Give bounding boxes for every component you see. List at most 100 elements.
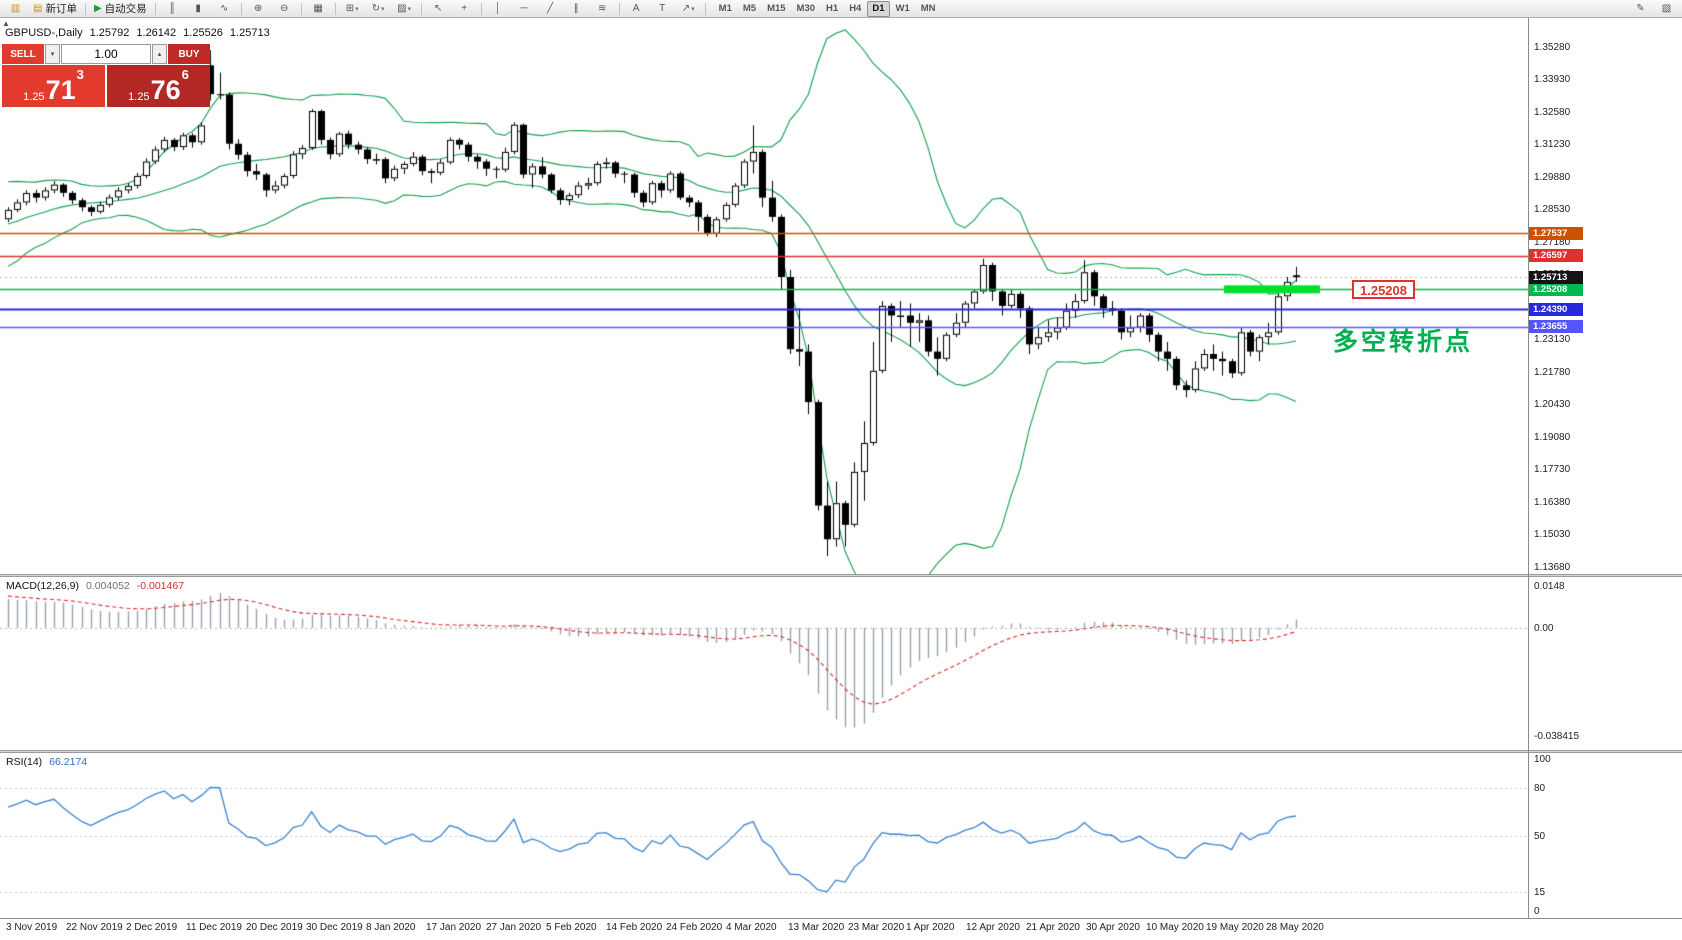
date-label: 30 Apr 2020 [1086, 922, 1140, 933]
price-scale-label: 1.33930 [1534, 74, 1571, 86]
rsi-scale-label: 15 [1534, 887, 1546, 898]
chevron-down-icon: ▾ [381, 5, 385, 13]
rsi-panel-canvas[interactable] [0, 753, 1528, 918]
turning-point-annotation[interactable]: 多空转折点 [1333, 328, 1474, 356]
tile-windows-button[interactable]: ▦ [306, 0, 331, 17]
text-icon: A [632, 2, 640, 14]
bar-chart-icon: ║ [168, 2, 176, 14]
timeframe-button-W1[interactable]: W1 [895, 3, 910, 14]
periods-button[interactable]: ↻ ▾ [366, 0, 391, 17]
panel-divider[interactable] [0, 574, 1682, 577]
price-scale-label: 1.17730 [1534, 464, 1571, 476]
trend-line-icon: ╱ [547, 2, 554, 14]
date-label: 4 Mar 2020 [726, 922, 777, 933]
line-chart-button[interactable]: ∿ [212, 0, 237, 17]
crosshair-icon: + [461, 2, 468, 14]
buy-price-pip: 6 [181, 67, 189, 82]
volume-step-down-button[interactable]: ▾ [45, 44, 60, 64]
tile-windows-icon: ▦ [313, 2, 323, 14]
indicators-button[interactable]: ⊞ ▾ [340, 0, 365, 17]
macd-scale-label: -0.038415 [1534, 731, 1580, 742]
macd-main-value: 0.004052 [85, 580, 130, 592]
grid-button[interactable]: ▧ [1654, 0, 1679, 17]
timeframe-button-M1[interactable]: M1 [718, 3, 732, 14]
buy-caption: BUY [168, 44, 210, 64]
price-scale-label: 1.32580 [1534, 106, 1571, 118]
high-value: 1.26142 [136, 27, 177, 39]
date-label: 20 Dec 2019 [246, 922, 303, 933]
vertical-line-button[interactable]: │ [486, 0, 511, 17]
buy-price-base: 1.25 [128, 91, 150, 103]
timeframe-button-M15[interactable]: M15 [767, 3, 786, 14]
rsi-scale-label: 0 [1534, 906, 1540, 917]
timeframe-button-M5[interactable]: M5 [742, 3, 757, 14]
timeframe-button-H1[interactable]: H1 [826, 3, 839, 14]
rsi-value: 66.2174 [49, 756, 88, 768]
edit-button[interactable]: ✎ [1628, 0, 1653, 17]
timeframe-toolbar: M1 M5 M15 M30 H1 H4 D1 W1 MN [714, 0, 941, 17]
date-label: 12 Apr 2020 [966, 922, 1020, 933]
zoom-in-button[interactable]: ⊕ [246, 0, 271, 17]
panel-divider[interactable] [0, 750, 1682, 753]
bar-chart-button[interactable]: ║ [160, 0, 185, 17]
timeframe-button-M30[interactable]: M30 [796, 3, 816, 14]
chevron-down-icon: ▾ [355, 5, 359, 13]
toolbar-separator [240, 2, 242, 15]
toolbar-separator [334, 2, 336, 15]
crosshair-button[interactable]: + [452, 0, 477, 17]
horizontal-line-button[interactable]: ─ [512, 0, 537, 17]
fibonacci-button[interactable]: ≋ [590, 0, 615, 17]
new-order-button[interactable]: ▤ 新订单 [29, 0, 81, 17]
channel-button[interactable]: ∥ [564, 0, 589, 17]
arrows-button[interactable]: ↗ ▾ [676, 0, 701, 17]
date-label: 8 Jan 2020 [366, 922, 416, 933]
cursor-button[interactable]: ↖ [426, 0, 451, 17]
price-level-label[interactable]: 1.25208 [1352, 280, 1415, 299]
toolbar-separator [618, 2, 620, 15]
price-tag: 1.24390 [1529, 302, 1583, 316]
price-tag: 1.25713 [1529, 270, 1583, 284]
volume-input[interactable] [61, 44, 151, 64]
price-scale-label: 1.23130 [1534, 334, 1571, 346]
trend-line-button[interactable]: ╱ [538, 0, 563, 17]
macd-scale-label: 0.0148 [1534, 581, 1565, 592]
main-chart-canvas[interactable] [0, 18, 1528, 574]
fibonacci-icon: ≋ [597, 2, 607, 14]
rsi-title: RSI(14) [6, 756, 43, 768]
autotrade-button[interactable]: ▶ 自动交易 [90, 0, 151, 17]
toolbar-separator [300, 2, 302, 15]
price-scale-label: 1.15030 [1534, 529, 1571, 541]
templates-button[interactable]: ▨ ▾ [392, 0, 417, 17]
text-button[interactable]: A [624, 0, 649, 17]
candlestick-icon: ▮ [195, 2, 201, 14]
date-label: 5 Feb 2020 [546, 922, 597, 933]
toolbar-separator [704, 2, 706, 15]
buy-button[interactable]: 1.25 76 6 [107, 65, 210, 107]
autotrade-play-icon: ▶ [93, 2, 102, 14]
volume-step-up-button[interactable]: ▴ [152, 44, 167, 64]
cursor-icon: ↖ [433, 2, 443, 14]
price-scale-label: 1.28530 [1534, 204, 1571, 216]
macd-panel-canvas[interactable] [0, 577, 1528, 750]
candlestick-button[interactable]: ▮ [186, 0, 211, 17]
date-label: 13 Mar 2020 [788, 922, 845, 933]
date-label: 19 May 2020 [1206, 922, 1264, 933]
zoom-out-button[interactable]: ⊖ [272, 0, 297, 17]
timeframe-button-MN[interactable]: MN [920, 3, 936, 14]
label-button[interactable]: T [650, 0, 675, 17]
timeframe-button-H4[interactable]: H4 [849, 3, 862, 14]
price-tag: 1.26597 [1529, 249, 1583, 263]
label-icon: T [659, 2, 666, 14]
rsi-scale-label: 100 [1534, 754, 1551, 765]
channel-icon: ∥ [573, 2, 579, 14]
autotrade-label: 自动交易 [104, 3, 147, 15]
sell-price-big: 71 [45, 75, 76, 105]
sell-button[interactable]: 1.25 71 3 [2, 65, 105, 107]
price-scale-label: 1.29880 [1534, 171, 1571, 183]
timeframe-button-D1[interactable]: D1 [867, 0, 890, 17]
date-label: 21 Apr 2020 [1026, 922, 1080, 933]
sell-price-pip: 3 [76, 67, 84, 82]
date-label: 2 Dec 2019 [126, 922, 178, 933]
price-scale-border [1528, 18, 1529, 918]
